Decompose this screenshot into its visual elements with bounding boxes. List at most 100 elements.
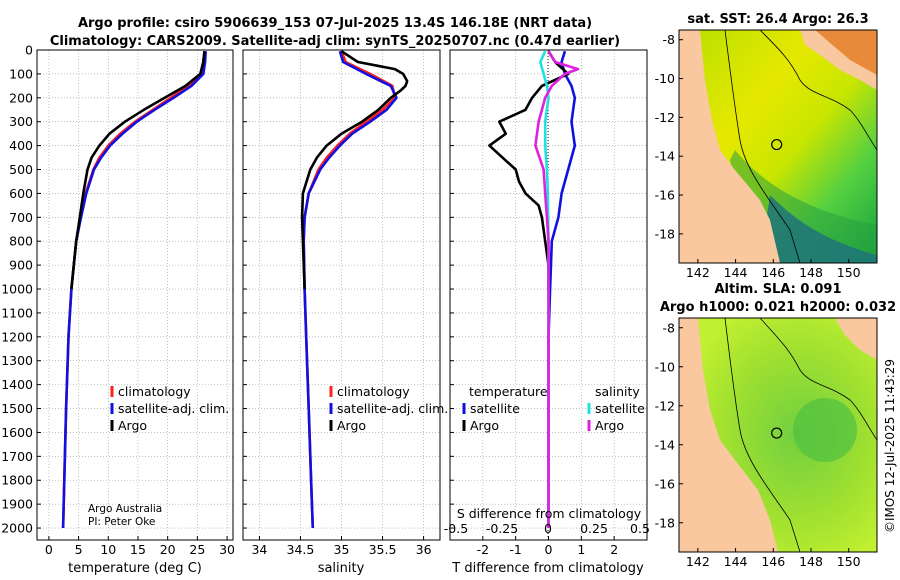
depth-tick-label-1600: 1600 xyxy=(1,425,33,440)
salinity-axes-frame xyxy=(242,49,441,541)
diff-top-tick--0.5: -0.5 xyxy=(444,521,468,536)
difference-panel: -2 -1 0 1 2 S difference from climatology -0… xyxy=(444,49,650,576)
temperature-xlabel: temperature (deg C) xyxy=(68,561,202,576)
temperature-axes-frame xyxy=(36,49,234,541)
salinity-ticks: 34 34.5 35 35.5 36 xyxy=(243,49,432,557)
sla-shelf-contour xyxy=(724,318,801,552)
salinity-lines xyxy=(300,50,409,529)
diff-top-tick--0.25: -0.25 xyxy=(486,521,518,536)
ticks-m2-yl--8: -8 xyxy=(663,320,676,335)
salinity-legend: climatology satellite-adj. clim. Argo xyxy=(329,384,448,433)
sla-land-cape-york xyxy=(679,318,778,552)
difference-lines xyxy=(488,50,580,528)
sst-map-title: sat. SST: 26.4 Argo: 26.3 xyxy=(687,12,868,27)
depth-tick-label-800: 800 xyxy=(9,234,33,249)
difference-ticks: -2 -1 0 1 2 xyxy=(450,49,618,557)
xtick-label-d--1: -1 xyxy=(509,542,521,557)
ticks-m2-yl--12: -12 xyxy=(655,398,675,413)
ticks-m1-xl-144: 144 xyxy=(724,265,748,280)
ticks-m1-yl--10: -10 xyxy=(655,71,675,86)
temperature-legend: climatology satellite-adj. clim. Argo xyxy=(110,384,229,433)
ticks-m1-yl--14: -14 xyxy=(655,149,675,164)
credit-org: Argo Australia xyxy=(88,503,162,515)
sla-map-field xyxy=(679,318,877,552)
xtick-label-d--2: -2 xyxy=(477,542,489,557)
sla-map-frame xyxy=(678,317,878,553)
diff-top-tick-0.25: 0.25 xyxy=(580,521,608,536)
legend-d-sargo-label: Argo xyxy=(595,418,624,433)
sla-eddy xyxy=(793,398,857,462)
salinity-panel: 34 34.5 35 35.5 36 salinity climatology sate… xyxy=(242,49,448,576)
xtick-label-d-0: 0 xyxy=(545,542,553,557)
legend-d-targo-label: Argo xyxy=(470,418,499,433)
ticks-m2-yl--10: -10 xyxy=(655,359,675,374)
depth-tick-label-1200: 1200 xyxy=(1,329,33,344)
xtick-label-d-1: 1 xyxy=(577,542,585,557)
sst-map-ticks: 142 144 146 148 150 -8 -10 -12 -14 -16 -18 xyxy=(655,32,861,280)
depth-tick-label-1900: 1900 xyxy=(1,497,33,512)
credit-pi: PI: Peter Oke xyxy=(88,516,155,528)
depth-tick-label-1400: 1400 xyxy=(1,377,33,392)
xtick-label-t-25: 25 xyxy=(189,542,205,557)
series-s-2 xyxy=(300,50,409,290)
sla-land-png xyxy=(835,318,877,360)
depth-tick-label-700: 700 xyxy=(9,210,33,225)
sla-argo-marker xyxy=(771,427,783,439)
difference-xlabel: T difference from climatology xyxy=(451,561,644,576)
series-s-1 xyxy=(302,50,398,529)
difference-top-ticks: -0.5 -0.25 0 0.25 0.5 xyxy=(444,521,650,536)
ticks-m1-yl--12: -12 xyxy=(655,110,675,125)
ticks-m2-xl-146: 146 xyxy=(761,554,785,569)
sst-land-cape-york xyxy=(679,30,780,263)
depth-tick-label-1300: 1300 xyxy=(1,353,33,368)
legend-d-sal-head: salinity xyxy=(595,384,640,399)
salinity-grid xyxy=(243,49,440,540)
legend-t-sat-label: satellite-adj. clim. xyxy=(118,401,229,416)
series-d-1 xyxy=(488,50,570,289)
ticks-m1-xl-146: 146 xyxy=(761,265,785,280)
xtick-label-t-10: 10 xyxy=(100,542,116,557)
depth-tick-label-500: 500 xyxy=(9,162,33,177)
depth-tick-label-900: 900 xyxy=(9,258,33,273)
depth-tick-label-1800: 1800 xyxy=(1,473,33,488)
depth-tick-label-2000: 2000 xyxy=(1,521,33,536)
salinity-xlabel: salinity xyxy=(318,561,365,576)
sst-shelf-contour-2 xyxy=(759,30,877,151)
sst-land-png-hot xyxy=(815,30,877,75)
ticks-m1-xl-150: 150 xyxy=(837,265,861,280)
xtick-label-t-15: 15 xyxy=(130,542,146,557)
depth-tick-label-1000: 1000 xyxy=(1,282,33,297)
ticks-m1-yl--16: -16 xyxy=(655,188,675,203)
legend-d-temp-head: temperature xyxy=(469,384,548,399)
temperature-lines xyxy=(61,51,207,529)
ticks-m1-yl--18: -18 xyxy=(655,226,675,241)
depth-tick-label-200: 200 xyxy=(9,90,33,105)
sla-shelf-contour-2 xyxy=(759,318,877,441)
sla-map-subtitle: Argo h1000: 0.021 h2000: 0.032 xyxy=(660,300,896,315)
series-t-1 xyxy=(61,51,207,529)
xtick-label-s-35.5: 35.5 xyxy=(369,542,397,557)
ticks-m2-xl-150: 150 xyxy=(837,554,861,569)
sst-map-panel: sat. SST: 26.4 Argo: 26.3 142 144 146 148 15… xyxy=(655,12,878,280)
depth-tick-label-300: 300 xyxy=(9,114,33,129)
depth-tick-label-0: 0 xyxy=(25,43,33,58)
xtick-label-t-30: 30 xyxy=(219,542,235,557)
legend-t-argo-label: Argo xyxy=(118,418,147,433)
legend-s-clim-label: climatology xyxy=(337,384,410,399)
legend-d-tsat-label: satellite xyxy=(470,401,520,416)
temperature-ticks: 0 5 10 15 20 25 30 xyxy=(37,49,235,557)
sst-map-frame xyxy=(678,29,878,264)
temperature-panel: 0 5 10 15 20 25 30 0 100 200 300 400 500 600 700 800 90… xyxy=(1,43,235,577)
series-d-3 xyxy=(534,50,580,528)
xtick-label-t-0: 0 xyxy=(45,542,53,557)
series-t-2 xyxy=(70,51,206,290)
ticks-m1-yl--8: -8 xyxy=(663,32,676,47)
depth-tick-label-1100: 1100 xyxy=(1,305,33,320)
legend-s-sat-label: satellite-adj. clim. xyxy=(337,401,448,416)
xtick-label-t-5: 5 xyxy=(75,542,83,557)
sst-argo-marker xyxy=(771,138,783,151)
ticks-m1-xl-148: 148 xyxy=(799,265,823,280)
figure-title-line2: Climatology: CARS2009. Satellite-adj cli… xyxy=(50,34,620,49)
